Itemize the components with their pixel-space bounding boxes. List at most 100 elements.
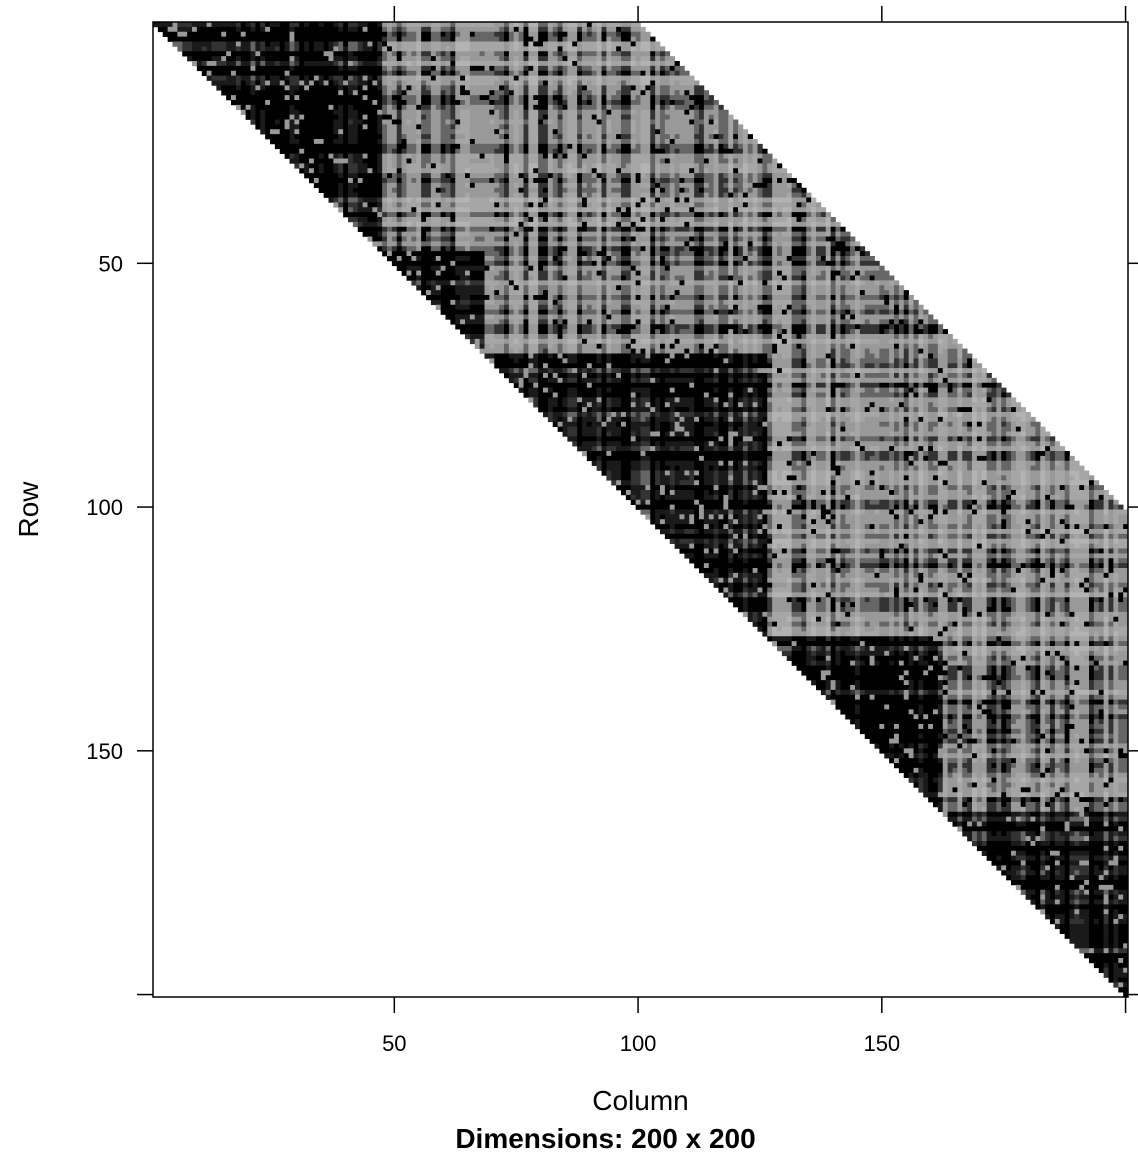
heatmap-cell (445, 80, 451, 86)
heatmap-cell (635, 226, 641, 232)
heatmap-cell (196, 36, 203, 42)
heatmap-cell (455, 124, 461, 130)
heatmap-cell (533, 80, 539, 86)
heatmap-cell (284, 124, 290, 130)
heatmap-cell (216, 26, 222, 33)
heatmap-cell (562, 85, 568, 91)
heatmap-cell (455, 246, 461, 252)
heatmap-cell (489, 212, 495, 218)
heatmap-cell (411, 260, 417, 267)
heatmap-cell (372, 41, 378, 47)
heatmap-cell (474, 178, 480, 184)
heatmap-cell (528, 207, 534, 213)
heatmap-cell (426, 217, 432, 223)
heatmap-cell (533, 36, 539, 42)
heatmap-cell (781, 236, 788, 242)
heatmap-cell (543, 143, 549, 150)
heatmap-cell (455, 173, 461, 179)
heatmap-cell (518, 143, 524, 150)
heatmap-cell (494, 212, 500, 218)
heatmap-cell (596, 104, 602, 111)
heatmap-cell (582, 104, 588, 111)
heatmap-cell (708, 173, 714, 179)
heatmap-cell (684, 119, 690, 125)
heatmap-cell (489, 173, 495, 179)
heatmap-cell (538, 163, 544, 169)
heatmap-cell (508, 178, 515, 184)
heatmap-cell (572, 241, 578, 247)
heatmap-cell (596, 192, 602, 198)
heatmap-cell (435, 236, 441, 242)
heatmap-cell (552, 226, 558, 232)
heatmap-cell (630, 61, 636, 67)
heatmap-cell (855, 241, 861, 247)
heatmap-cell (426, 95, 432, 101)
heatmap-cell (703, 104, 710, 111)
heatmap-cell (611, 124, 617, 130)
heatmap-cell (679, 182, 685, 189)
heatmap-cell (582, 246, 588, 252)
heatmap-cell (660, 221, 666, 228)
heatmap-cell (845, 246, 851, 252)
heatmap-cell (660, 90, 666, 96)
heatmap-cell (552, 119, 558, 125)
heatmap-cell (348, 46, 354, 52)
heatmap-cell (582, 182, 588, 189)
heatmap-cell (679, 109, 685, 115)
heatmap-cell (352, 217, 359, 223)
heatmap-cell (664, 109, 671, 115)
heatmap-cell (411, 197, 417, 203)
heatmap-cell (596, 182, 602, 189)
heatmap-cell (513, 22, 519, 28)
heatmap-cell (699, 95, 705, 101)
heatmap-cell (625, 221, 632, 228)
heatmap-cell (674, 114, 680, 120)
heatmap-cell (304, 41, 310, 47)
heatmap-cell (518, 202, 524, 208)
heatmap-cell (479, 61, 485, 67)
heatmap-cell (694, 246, 700, 252)
heatmap-cell (328, 197, 334, 203)
heatmap-cell (699, 153, 705, 159)
heatmap-cell (640, 134, 646, 140)
heatmap-cell (367, 202, 373, 208)
heatmap-cell (572, 226, 578, 232)
heatmap-cell (216, 80, 222, 86)
heatmap-cell (323, 148, 329, 154)
heatmap-cell (299, 80, 305, 86)
heatmap-cell (435, 182, 441, 189)
heatmap-cell (333, 65, 339, 72)
heatmap-cell (538, 178, 544, 184)
heatmap-cell (577, 168, 583, 174)
heatmap-cell (406, 56, 412, 62)
heatmap-cell (850, 260, 856, 267)
heatmap-cell (572, 80, 578, 86)
heatmap-cell (640, 95, 646, 101)
heatmap-cell (650, 197, 656, 203)
heatmap-cell (406, 231, 412, 237)
heatmap-cell (621, 70, 627, 76)
heatmap-cell (528, 104, 534, 111)
heatmap-cell (343, 129, 349, 135)
heatmap-cell (518, 114, 524, 120)
heatmap-cell (313, 100, 320, 106)
heatmap-cell (616, 158, 622, 164)
heatmap-cell (820, 251, 827, 257)
heatmap-cell (323, 51, 329, 57)
heatmap-cell (411, 46, 417, 52)
heatmap-cell (479, 139, 485, 145)
heatmap-cell (606, 100, 612, 106)
heatmap-cell (669, 231, 675, 237)
heatmap-cell (513, 26, 519, 33)
heatmap-cell (645, 163, 651, 169)
heatmap-cell (333, 178, 339, 184)
heatmap-cell (426, 168, 432, 174)
heatmap-cell (479, 22, 485, 28)
heatmap-cell (528, 85, 534, 91)
heatmap-cell (274, 134, 281, 140)
heatmap-cell (640, 90, 646, 96)
heatmap-cell (421, 85, 427, 91)
heatmap-cell (435, 202, 441, 208)
heatmap-cell (450, 207, 456, 213)
heatmap-cell (738, 256, 744, 262)
